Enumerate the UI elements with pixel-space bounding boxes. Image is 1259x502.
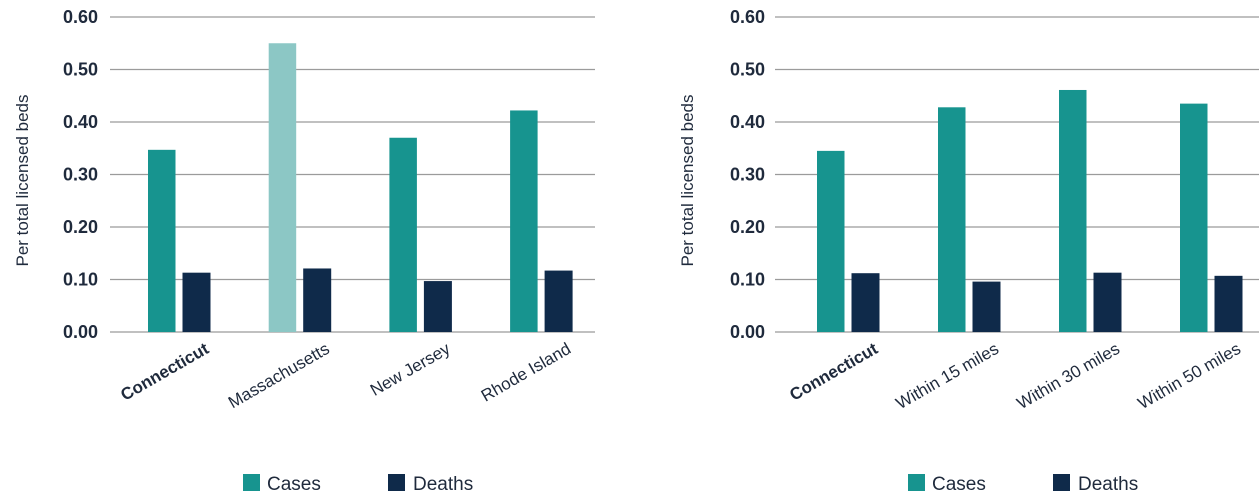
chart1-legend-label-deaths: Deaths [413,474,473,495]
chart1-category-label-2: New Jersey [367,339,454,400]
chart1-ytick-label-1: 0.10 [63,270,98,290]
chart1-ytick-label-6: 0.60 [63,7,98,27]
chart1-ytick-label-3: 0.30 [63,165,98,185]
chart1-ytick-label-4: 0.40 [63,112,98,132]
chart2-ytick-label-6: 0.60 [730,7,765,27]
chart2-ytick-label-0: 0.00 [730,322,765,342]
chart2-category-label-2: Within 30 miles [1014,339,1123,413]
chart1-category-label-1: Massachusetts [225,339,333,412]
chart2-category-label-3: Within 50 miles [1135,339,1244,413]
chart2-legend-swatch-deaths [1053,474,1070,491]
chart1-bar-cases-2 [389,137,417,332]
chart2-ytick-label-2: 0.20 [730,217,765,237]
chart2-bar-cases-0 [817,150,845,332]
chart1-ytick-label-0: 0.00 [63,322,98,342]
chart1-bar-cases-0 [148,149,176,332]
chart2-ylabel: Per total licensed beds [678,95,697,267]
chart2-bar-deaths-0 [851,273,880,332]
chart1-legend-swatch-deaths [388,474,405,491]
chart1-bar-deaths-3 [544,270,573,332]
chart2-bar-deaths-3 [1214,275,1243,332]
chart1-legend-swatch-cases [243,474,260,491]
chart1-bar-cases-1 [268,43,297,332]
chart2-bar-cases-2 [1059,89,1087,332]
chart2-legend-swatch-cases [908,474,925,491]
chart2-bar-deaths-2 [1093,272,1122,332]
chart2-legend-label-deaths: Deaths [1078,474,1138,495]
chart2-ytick-label-1: 0.10 [730,270,765,290]
chart1-category-label-3: Rhode Island [478,339,574,406]
chart2-category-label-1: Within 15 miles [893,339,1002,413]
chart1-category-label-0: Connecticut [117,339,212,405]
chart2-ytick-label-3: 0.30 [730,165,765,185]
chart2-ytick-label-5: 0.50 [730,60,765,80]
chart1-ylabel: Per total licensed beds [13,95,32,267]
chart1-bar-deaths-0 [182,272,211,332]
chart1-legend-label-cases: Cases [267,474,321,495]
chart2-bar-deaths-1 [972,281,1001,332]
chart2-ytick-label-4: 0.40 [730,112,765,132]
chart2-bar-cases-3 [1180,103,1208,332]
chart1-bar-cases-3 [510,110,538,332]
chart1-bar-deaths-2 [423,281,452,332]
chart2-category-label-0: Connecticut [786,339,881,405]
chart1-ytick-label-5: 0.50 [63,60,98,80]
chart2-bar-cases-1 [938,107,966,332]
chart1-ytick-label-2: 0.20 [63,217,98,237]
chart1-bar-deaths-1 [303,268,332,332]
chart2-legend-label-cases: Cases [932,474,986,495]
